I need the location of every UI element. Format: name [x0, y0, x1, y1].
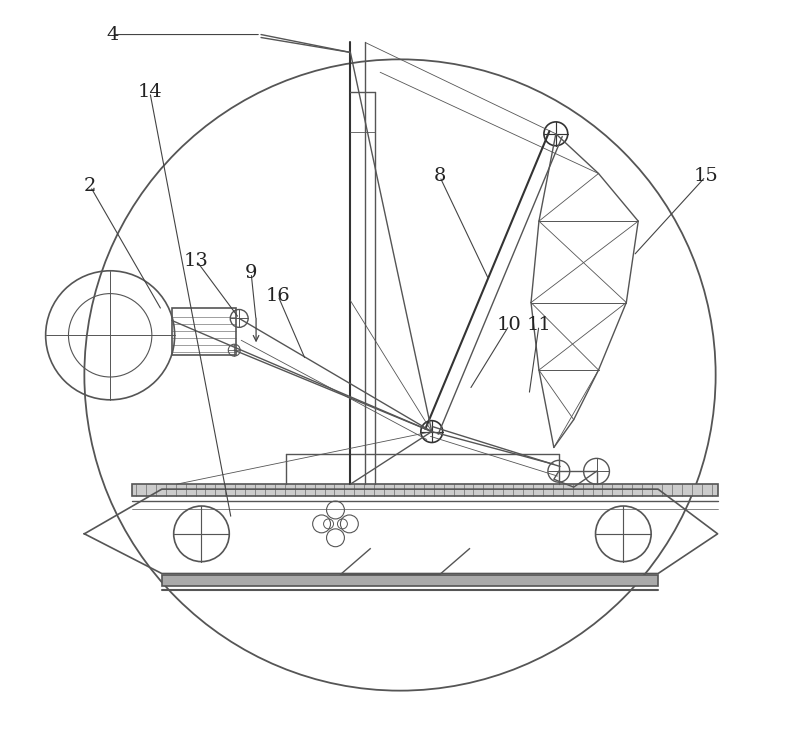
Bar: [162, 574, 658, 586]
Text: 10: 10: [497, 316, 522, 334]
Bar: [172, 308, 236, 356]
Text: 4: 4: [106, 26, 118, 44]
Text: 8: 8: [434, 167, 446, 185]
Text: 9: 9: [245, 264, 258, 282]
Text: 15: 15: [694, 167, 718, 185]
Bar: [132, 484, 718, 496]
Text: 2: 2: [84, 178, 97, 196]
Text: 11: 11: [526, 316, 551, 334]
Text: 13: 13: [184, 252, 209, 270]
Text: 14: 14: [138, 83, 162, 101]
Text: 16: 16: [266, 286, 290, 304]
